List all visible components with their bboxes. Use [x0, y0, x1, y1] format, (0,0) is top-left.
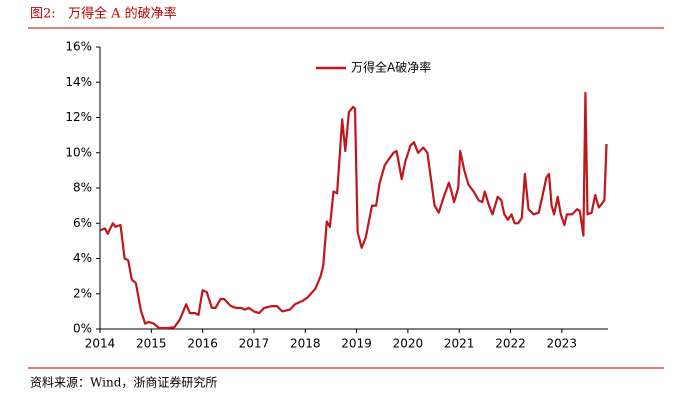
y-tick-label: 10% [65, 145, 92, 159]
x-tick-label: 2023 [547, 337, 578, 351]
figure-label: 图2: [30, 7, 56, 22]
x-tick-label: 2019 [341, 337, 372, 351]
x-tick-label: 2020 [393, 337, 424, 351]
source-note: 资料来源：Wind，浙商证券研究所 [30, 375, 217, 390]
y-tick-label: 8% [73, 181, 92, 195]
legend-label: 万得全A破净率 [351, 60, 431, 75]
x-tick-label: 2021 [444, 337, 475, 351]
y-tick-label: 16% [65, 40, 92, 54]
chart-title: 万得全 A 的破净率 [68, 6, 177, 22]
x-tick-label: 2014 [85, 337, 116, 351]
y-tick-label: 6% [73, 216, 92, 230]
x-tick-label: 2015 [136, 337, 167, 351]
y-tick-label: 2% [73, 286, 92, 300]
y-tick-label: 4% [73, 251, 92, 265]
x-tick-label: 2017 [239, 337, 270, 351]
x-tick-label: 2016 [187, 337, 218, 351]
x-tick-label: 2018 [290, 337, 321, 351]
y-tick-label: 12% [65, 110, 92, 124]
data-line [99, 91, 608, 330]
y-tick-label: 14% [65, 75, 92, 89]
x-tick-label: 2022 [495, 337, 526, 351]
y-tick-label: 0% [73, 322, 92, 336]
